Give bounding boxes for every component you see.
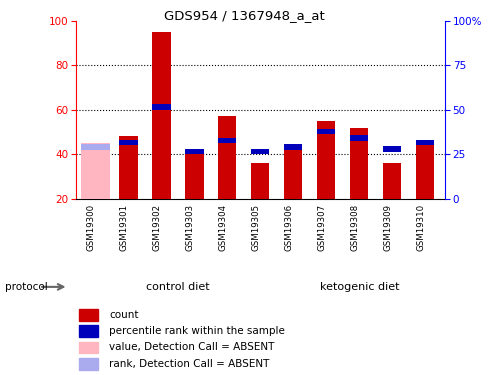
Bar xyxy=(383,163,401,199)
Bar xyxy=(251,163,269,199)
Bar xyxy=(119,140,137,146)
Bar xyxy=(80,342,98,353)
Text: GSM19308: GSM19308 xyxy=(349,204,359,251)
Bar xyxy=(317,129,335,134)
Bar xyxy=(251,148,269,154)
Bar xyxy=(80,309,98,321)
Text: GSM19310: GSM19310 xyxy=(415,204,425,251)
Bar xyxy=(284,147,302,199)
Text: value, Detection Call = ABSENT: value, Detection Call = ABSENT xyxy=(109,342,274,352)
Bar xyxy=(218,138,236,143)
Text: ketogenic diet: ketogenic diet xyxy=(319,282,398,292)
Bar xyxy=(80,325,98,337)
Text: GDS954 / 1367948_a_at: GDS954 / 1367948_a_at xyxy=(164,9,324,22)
Bar xyxy=(152,32,170,199)
Text: GSM19300: GSM19300 xyxy=(86,204,95,251)
Bar xyxy=(81,144,110,150)
Text: GSM19302: GSM19302 xyxy=(152,204,161,251)
Bar xyxy=(415,146,433,199)
Text: control diet: control diet xyxy=(146,282,209,292)
Text: protocol: protocol xyxy=(5,282,47,292)
Text: GSM19309: GSM19309 xyxy=(383,204,391,251)
Text: GSM19307: GSM19307 xyxy=(317,204,325,251)
Bar xyxy=(349,135,367,141)
Bar xyxy=(383,146,401,152)
Bar xyxy=(284,144,302,150)
Text: GSM19303: GSM19303 xyxy=(185,204,194,251)
Bar xyxy=(152,104,170,110)
Bar xyxy=(415,140,433,146)
Text: GSM19306: GSM19306 xyxy=(284,204,293,251)
Text: GSM19304: GSM19304 xyxy=(218,204,227,251)
Bar xyxy=(349,128,367,199)
Text: GSM19305: GSM19305 xyxy=(251,204,260,251)
Bar xyxy=(185,152,203,199)
Bar xyxy=(185,148,203,154)
Bar xyxy=(119,136,137,199)
Bar xyxy=(80,358,98,370)
Bar xyxy=(218,116,236,199)
Bar xyxy=(81,143,110,199)
Text: count: count xyxy=(109,310,138,320)
Text: GSM19301: GSM19301 xyxy=(119,204,128,251)
Bar xyxy=(317,121,335,199)
Text: percentile rank within the sample: percentile rank within the sample xyxy=(109,326,285,336)
Text: rank, Detection Call = ABSENT: rank, Detection Call = ABSENT xyxy=(109,359,269,369)
